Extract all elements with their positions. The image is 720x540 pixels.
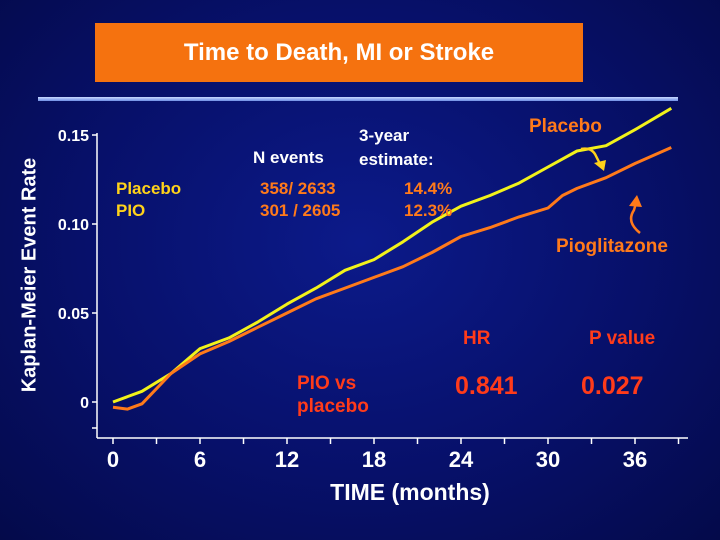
x-tick-label: 12	[275, 447, 299, 472]
comparison-label-1: PIO vs	[297, 373, 357, 394]
y-tick-label: 0	[80, 395, 89, 412]
pioglitazone-arrowhead	[629, 195, 642, 207]
placebo-arrowhead	[594, 160, 606, 171]
pioglitazone-arrow	[629, 202, 641, 234]
x-tick-label: 36	[623, 447, 647, 472]
table-row-placebo-estimate: 14.4%	[404, 179, 453, 198]
p-value-label: P value	[589, 328, 656, 349]
x-tick-label: 30	[536, 447, 560, 472]
y-tick-label: 0.10	[58, 217, 89, 234]
table-row-pio-estimate: 12.3%	[404, 201, 453, 220]
table-row-placebo-label: Placebo	[116, 179, 182, 198]
table-row-placebo-events: 358/ 2633	[260, 179, 336, 198]
chart-title-box: Time to Death, MI or Stroke	[95, 23, 583, 82]
table-header-estimate-2: estimate:	[359, 150, 434, 169]
hr-value: 0.841	[455, 372, 518, 400]
pioglitazone-annotation: Pioglitazone	[556, 236, 668, 257]
series-line-placebo	[112, 107, 673, 404]
title-divider	[38, 97, 678, 101]
p-value: 0.027	[581, 372, 644, 400]
x-tick-label: 6	[194, 447, 206, 472]
comparison-label-2: placebo	[297, 396, 369, 417]
y-tick-label: 0.05	[58, 306, 89, 323]
hr-label: HR	[463, 328, 491, 349]
table-row-pio-events: 301 / 2605	[260, 201, 341, 220]
x-tick-label: 18	[362, 447, 386, 472]
x-tick-label: 24	[449, 447, 474, 472]
chart-title: Time to Death, MI or Stroke	[183, 38, 495, 66]
y-tick-label: 0.15	[58, 128, 89, 145]
placebo-annotation: Placebo	[529, 116, 602, 137]
placebo-arrow	[580, 147, 603, 167]
table-header-n-events: N events	[253, 148, 324, 167]
table-row-pio-label: PIO	[116, 201, 146, 220]
x-tick-label: 0	[107, 447, 119, 472]
x-axis-label: TIME (months)	[330, 479, 490, 505]
table-header-estimate-1: 3-year	[359, 126, 410, 145]
series-line-pioglitazone	[112, 146, 672, 411]
